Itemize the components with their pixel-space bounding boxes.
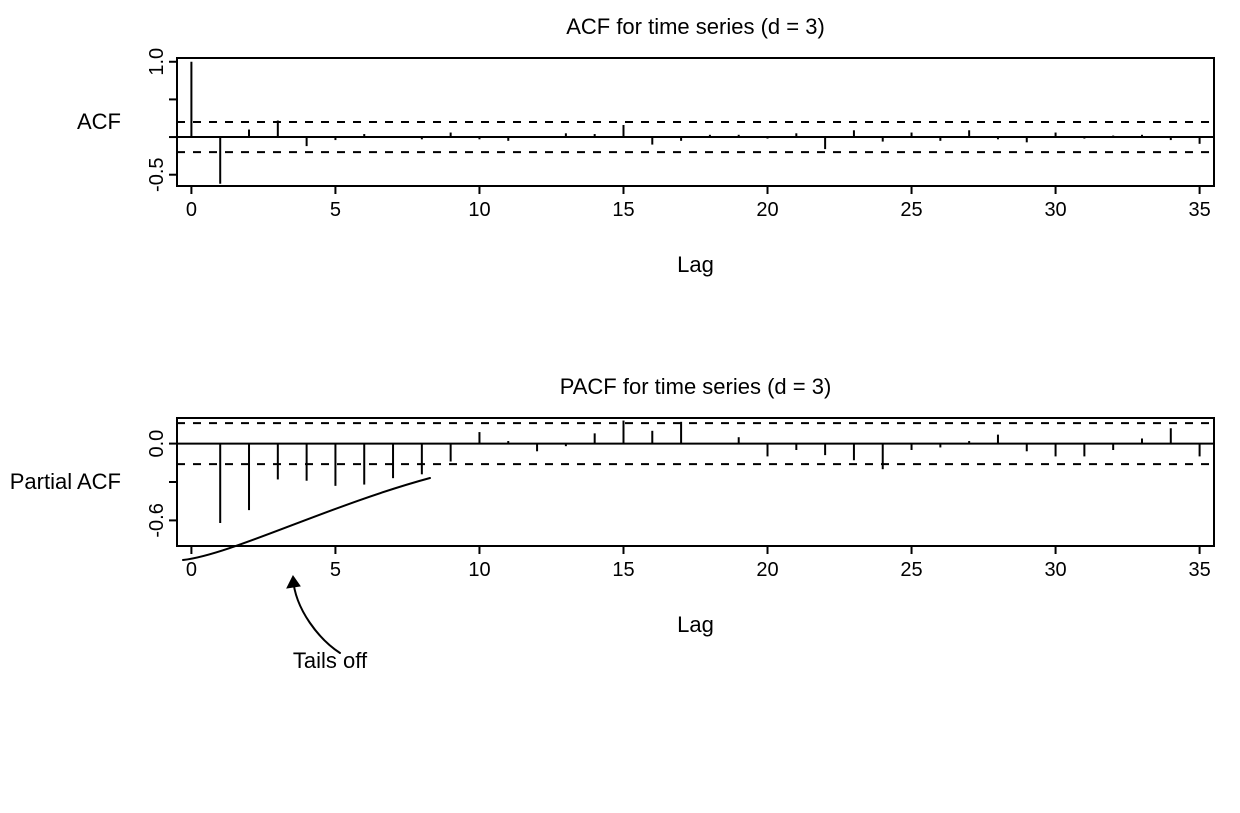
pacf-x-tick-label: 15 <box>612 559 634 581</box>
pacf-annotation-arrow <box>293 578 340 653</box>
acf-x-tick-label: 15 <box>612 199 634 221</box>
page: ACF for time series (d = 3) 0 5 10 15 20 25 30 3… <box>0 0 1240 813</box>
pacf-x-tick-label: 30 <box>1044 559 1066 581</box>
pacf-annotation-arrowhead-icon <box>287 576 300 588</box>
pacf-annotation-label: Tails off <box>293 648 368 673</box>
acf-x-tick-label: 5 <box>330 199 341 221</box>
pacf-x-axis-label: Lag <box>677 612 714 637</box>
pacf-x-tick-label: 35 <box>1188 559 1210 581</box>
acf-x-tick-label: 35 <box>1188 199 1210 221</box>
pacf-x-tick-label: 10 <box>468 559 490 581</box>
acf-y-tick-label: -0.5 <box>146 157 168 191</box>
chart-stage: ACF for time series (d = 3) 0 5 10 15 20 25 30 3… <box>0 0 1240 813</box>
pacf-title: PACF for time series (d = 3) <box>560 374 832 399</box>
acf-x-tick-label: 30 <box>1044 199 1066 221</box>
acf-x-tick-label: 10 <box>468 199 490 221</box>
pacf-plot-box <box>177 418 1214 546</box>
acf-x-axis-label: Lag <box>677 252 714 277</box>
acf-title: ACF for time series (d = 3) <box>566 14 825 39</box>
pacf-x-tick-label: 20 <box>756 559 778 581</box>
pacf-x-tick-label: 0 <box>186 559 197 581</box>
pacf-y-axis-label: Partial ACF <box>10 469 121 494</box>
acf-y-axis-label: ACF <box>77 109 121 134</box>
pacf-y-tick-label: 0.0 <box>146 430 168 458</box>
pacf-x-tick-label: 25 <box>900 559 922 581</box>
pacf-panel: PACF for time series (d = 3) 0 5 10 15 20 25 30… <box>10 374 1214 637</box>
acf-x-tick-label: 25 <box>900 199 922 221</box>
pacf-y-tick-label: -0.6 <box>146 503 168 537</box>
acf-panel: ACF for time series (d = 3) 0 5 10 15 20 25 30 3… <box>77 14 1214 277</box>
pacf-x-tick-label: 5 <box>330 559 341 581</box>
acf-x-tick-label: 20 <box>756 199 778 221</box>
acf-x-tick-label: 0 <box>186 199 197 221</box>
pacf-bars <box>220 421 1199 523</box>
acf-y-tick-label: 1.0 <box>146 48 168 76</box>
